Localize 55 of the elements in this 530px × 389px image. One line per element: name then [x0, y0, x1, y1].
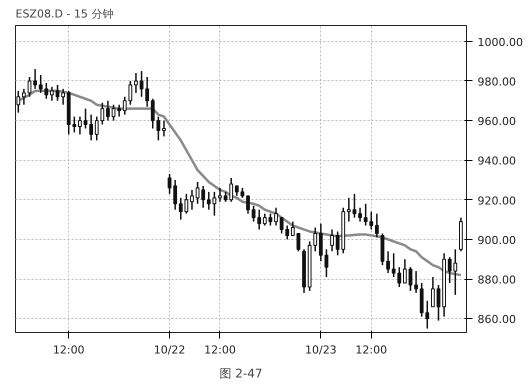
- x-tick-label: 12:00: [52, 344, 85, 356]
- candlestick: [201, 185, 206, 208]
- candlestick: [290, 220, 295, 236]
- candlestick: [38, 74, 43, 94]
- candlestick: [89, 114, 94, 142]
- candlestick: [212, 191, 216, 216]
- candlestick: [364, 203, 368, 226]
- candlestick: [448, 256, 452, 284]
- candlestick: [285, 224, 290, 240]
- candlestick: [318, 222, 323, 262]
- y-tick-label: 960.00: [478, 115, 516, 128]
- y-tick-label: 1000.00: [478, 36, 523, 49]
- candlestick: [122, 96, 127, 116]
- x-tick-label: 12:00: [355, 344, 388, 356]
- y-tick-label: 980.00: [478, 75, 516, 88]
- x-tick-label: 10/22: [154, 344, 186, 356]
- candlestick: [206, 191, 211, 210]
- candlestick: [150, 98, 155, 130]
- candlestick: [234, 185, 239, 197]
- line-series: [17, 90, 462, 276]
- candlestick: [324, 248, 328, 278]
- candlestick: [229, 177, 234, 203]
- candlestick: [369, 210, 374, 230]
- candlestick: [44, 82, 48, 100]
- candlestick: [22, 88, 26, 106]
- candlestick: [453, 248, 458, 296]
- candlestick: [178, 197, 183, 220]
- candlestick: [425, 300, 430, 330]
- x-tick-label: 12:00: [204, 344, 236, 356]
- chart-title: ESZ08.D - 15 分钟: [16, 8, 114, 20]
- candlestick: [128, 80, 132, 106]
- candlestick: [346, 197, 351, 222]
- candlestick: [392, 252, 396, 278]
- candlestick: [374, 212, 379, 238]
- candlestick: [296, 232, 300, 252]
- candlestick: [145, 76, 150, 108]
- candlestick: [414, 270, 418, 294]
- candlestick: [94, 116, 99, 142]
- candlestick: [16, 90, 20, 114]
- candlestick: [72, 116, 76, 134]
- y-tick-label: 920.00: [478, 194, 516, 208]
- candlestick: [168, 173, 172, 195]
- y-tick-label: 900.00: [478, 234, 516, 247]
- y-tick-label: 880.00: [478, 274, 516, 287]
- candlestick: [397, 266, 402, 288]
- candlestick: [420, 282, 424, 318]
- x-tick-label: 10/23: [304, 344, 337, 356]
- candlestick: [257, 208, 262, 230]
- candlestick: [173, 179, 178, 210]
- candlestick: [262, 212, 267, 226]
- caption: 图 2-47: [219, 366, 263, 380]
- candlestick: [313, 226, 318, 252]
- y-tick-label: 940.00: [478, 154, 516, 168]
- y-tick-label: 860.00: [478, 313, 516, 326]
- candlestick: [100, 102, 104, 126]
